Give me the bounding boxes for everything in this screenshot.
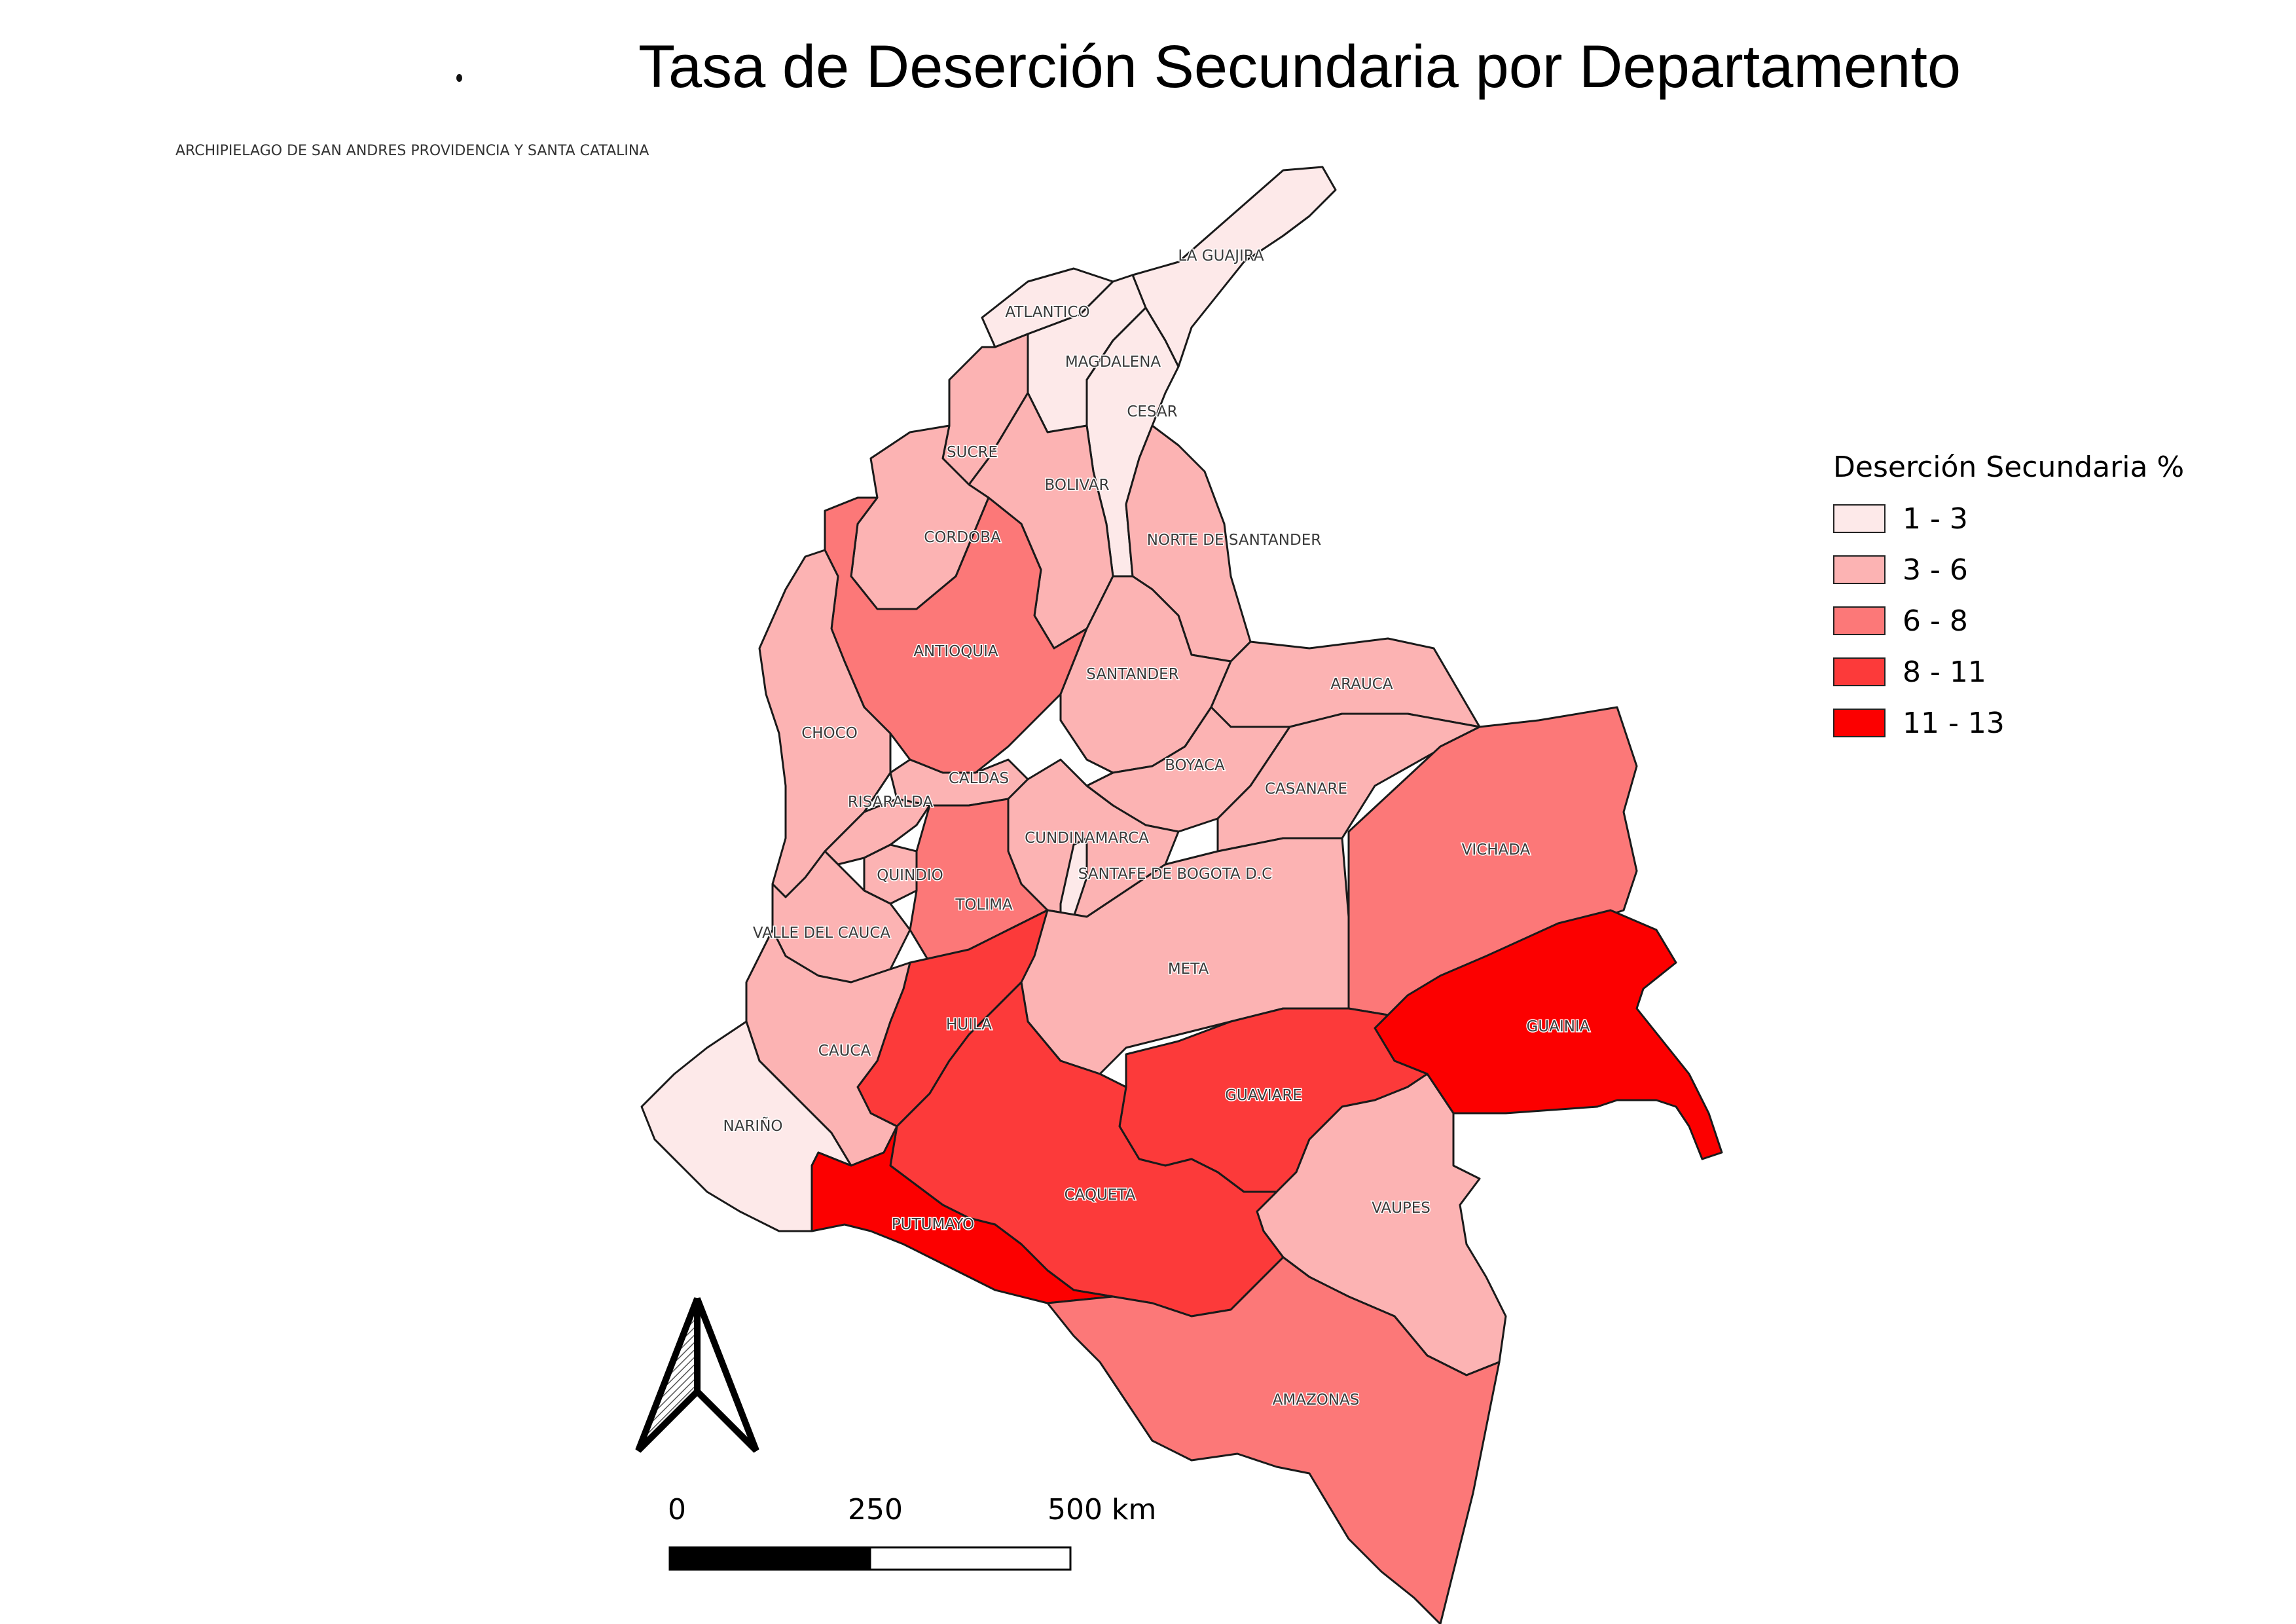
dept-label-sucre: SUCRE [947, 444, 998, 461]
dept-label-narino: NARIÑO [723, 1116, 782, 1135]
san-andres-label: ARCHIPIELAGO DE SAN ANDRES PROVIDENCIA Y… [175, 143, 649, 159]
legend-swatch [1833, 606, 1886, 635]
dept-label-putumayo: PUTUMAYO [892, 1216, 974, 1233]
dept-amazonas[interactable] [1046, 1256, 1501, 1624]
north-arrow-icon [632, 1293, 763, 1460]
dept-label-antioquia: ANTIOQUIA [913, 643, 998, 660]
legend-swatch [1833, 504, 1886, 533]
dept-label-cundinamarca: CUNDINAMARCA [1025, 830, 1149, 847]
dept-label-magdalena: MAGDALENA [1065, 354, 1161, 371]
dept-putumayo[interactable] [811, 1125, 1114, 1304]
san-andres-island [456, 74, 462, 82]
scale-tick-0: 0 [668, 1493, 686, 1526]
legend-item: 8 - 11 [1833, 646, 2184, 697]
dept-label-arauca: ARAUCA [1330, 676, 1393, 693]
dept-label-meta: META [1168, 961, 1209, 978]
legend-swatch [1833, 657, 1886, 686]
dept-label-bogota: SANTAFE DE BOGOTA D.C [1078, 866, 1272, 883]
legend-label: 11 - 13 [1903, 706, 2005, 740]
scale-tick-250: 250 [848, 1493, 903, 1526]
legend: Deserción Secundaria % 1 - 3 3 - 6 6 - 8… [1833, 451, 2184, 748]
dept-label-choco: CHOCO [801, 725, 858, 742]
dept-label-cordoba: CORDOBA [924, 529, 1001, 546]
dept-label-cauca: CAUCA [818, 1043, 871, 1060]
dept-label-la-guajira: LA GUAJIRA [1178, 248, 1264, 265]
dept-label-amazonas: AMAZONAS [1273, 1392, 1360, 1409]
legend-item: 3 - 6 [1833, 544, 2184, 595]
legend-item: 11 - 13 [1833, 697, 2184, 748]
legend-item: 1 - 3 [1833, 493, 2184, 544]
legend-label: 6 - 8 [1903, 604, 1968, 638]
dept-label-vaupes: VAUPES [1372, 1200, 1430, 1217]
map-title: Tasa de Deserción Secundaria por Departa… [638, 33, 1961, 100]
dept-label-boyaca: BOYACA [1165, 757, 1225, 774]
dept-guainia[interactable] [1374, 909, 1723, 1160]
dept-label-huila: HUILA [946, 1016, 992, 1033]
legend-label: 3 - 6 [1903, 553, 1968, 587]
dept-label-quindio: QUINDIO [877, 867, 943, 884]
scale-bar-graphic [668, 1546, 1072, 1571]
dept-label-risaralda: RISARALDA [848, 794, 933, 811]
dept-label-guainia: GUAINIA [1527, 1018, 1590, 1035]
legend-label: 8 - 11 [1903, 655, 1986, 689]
dept-label-cesar: CESAR [1127, 403, 1177, 420]
dept-label-caldas: CALDAS [949, 770, 1009, 787]
dept-label-bolivar: BOLIVAR [1044, 477, 1109, 494]
dept-label-valle: VALLE DEL CAUCA [753, 925, 891, 942]
scale-tick-500: 500 km [1048, 1493, 1157, 1526]
legend-label: 1 - 3 [1903, 502, 1968, 536]
dept-label-guaviare: GUAVIARE [1225, 1087, 1302, 1104]
dept-choco[interactable] [758, 549, 892, 898]
dept-label-vichada: VICHADA [1462, 841, 1531, 858]
dept-label-santander: SANTANDER [1086, 666, 1178, 683]
dept-label-tolima: TOLIMA [955, 896, 1013, 913]
legend-item: 6 - 8 [1833, 595, 2184, 646]
dept-label-casanare: CASANARE [1265, 781, 1347, 798]
legend-swatch [1833, 709, 1886, 737]
dept-label-caqueta: CAQUETA [1065, 1187, 1136, 1204]
dept-label-norte-santander: NORTE DE SANTANDER [1147, 532, 1321, 549]
dept-risaralda[interactable] [824, 798, 931, 866]
legend-swatch [1833, 555, 1886, 584]
dept-label-atlantico: ATLANTICO [1005, 304, 1089, 321]
legend-title: Deserción Secundaria % [1833, 451, 2185, 484]
